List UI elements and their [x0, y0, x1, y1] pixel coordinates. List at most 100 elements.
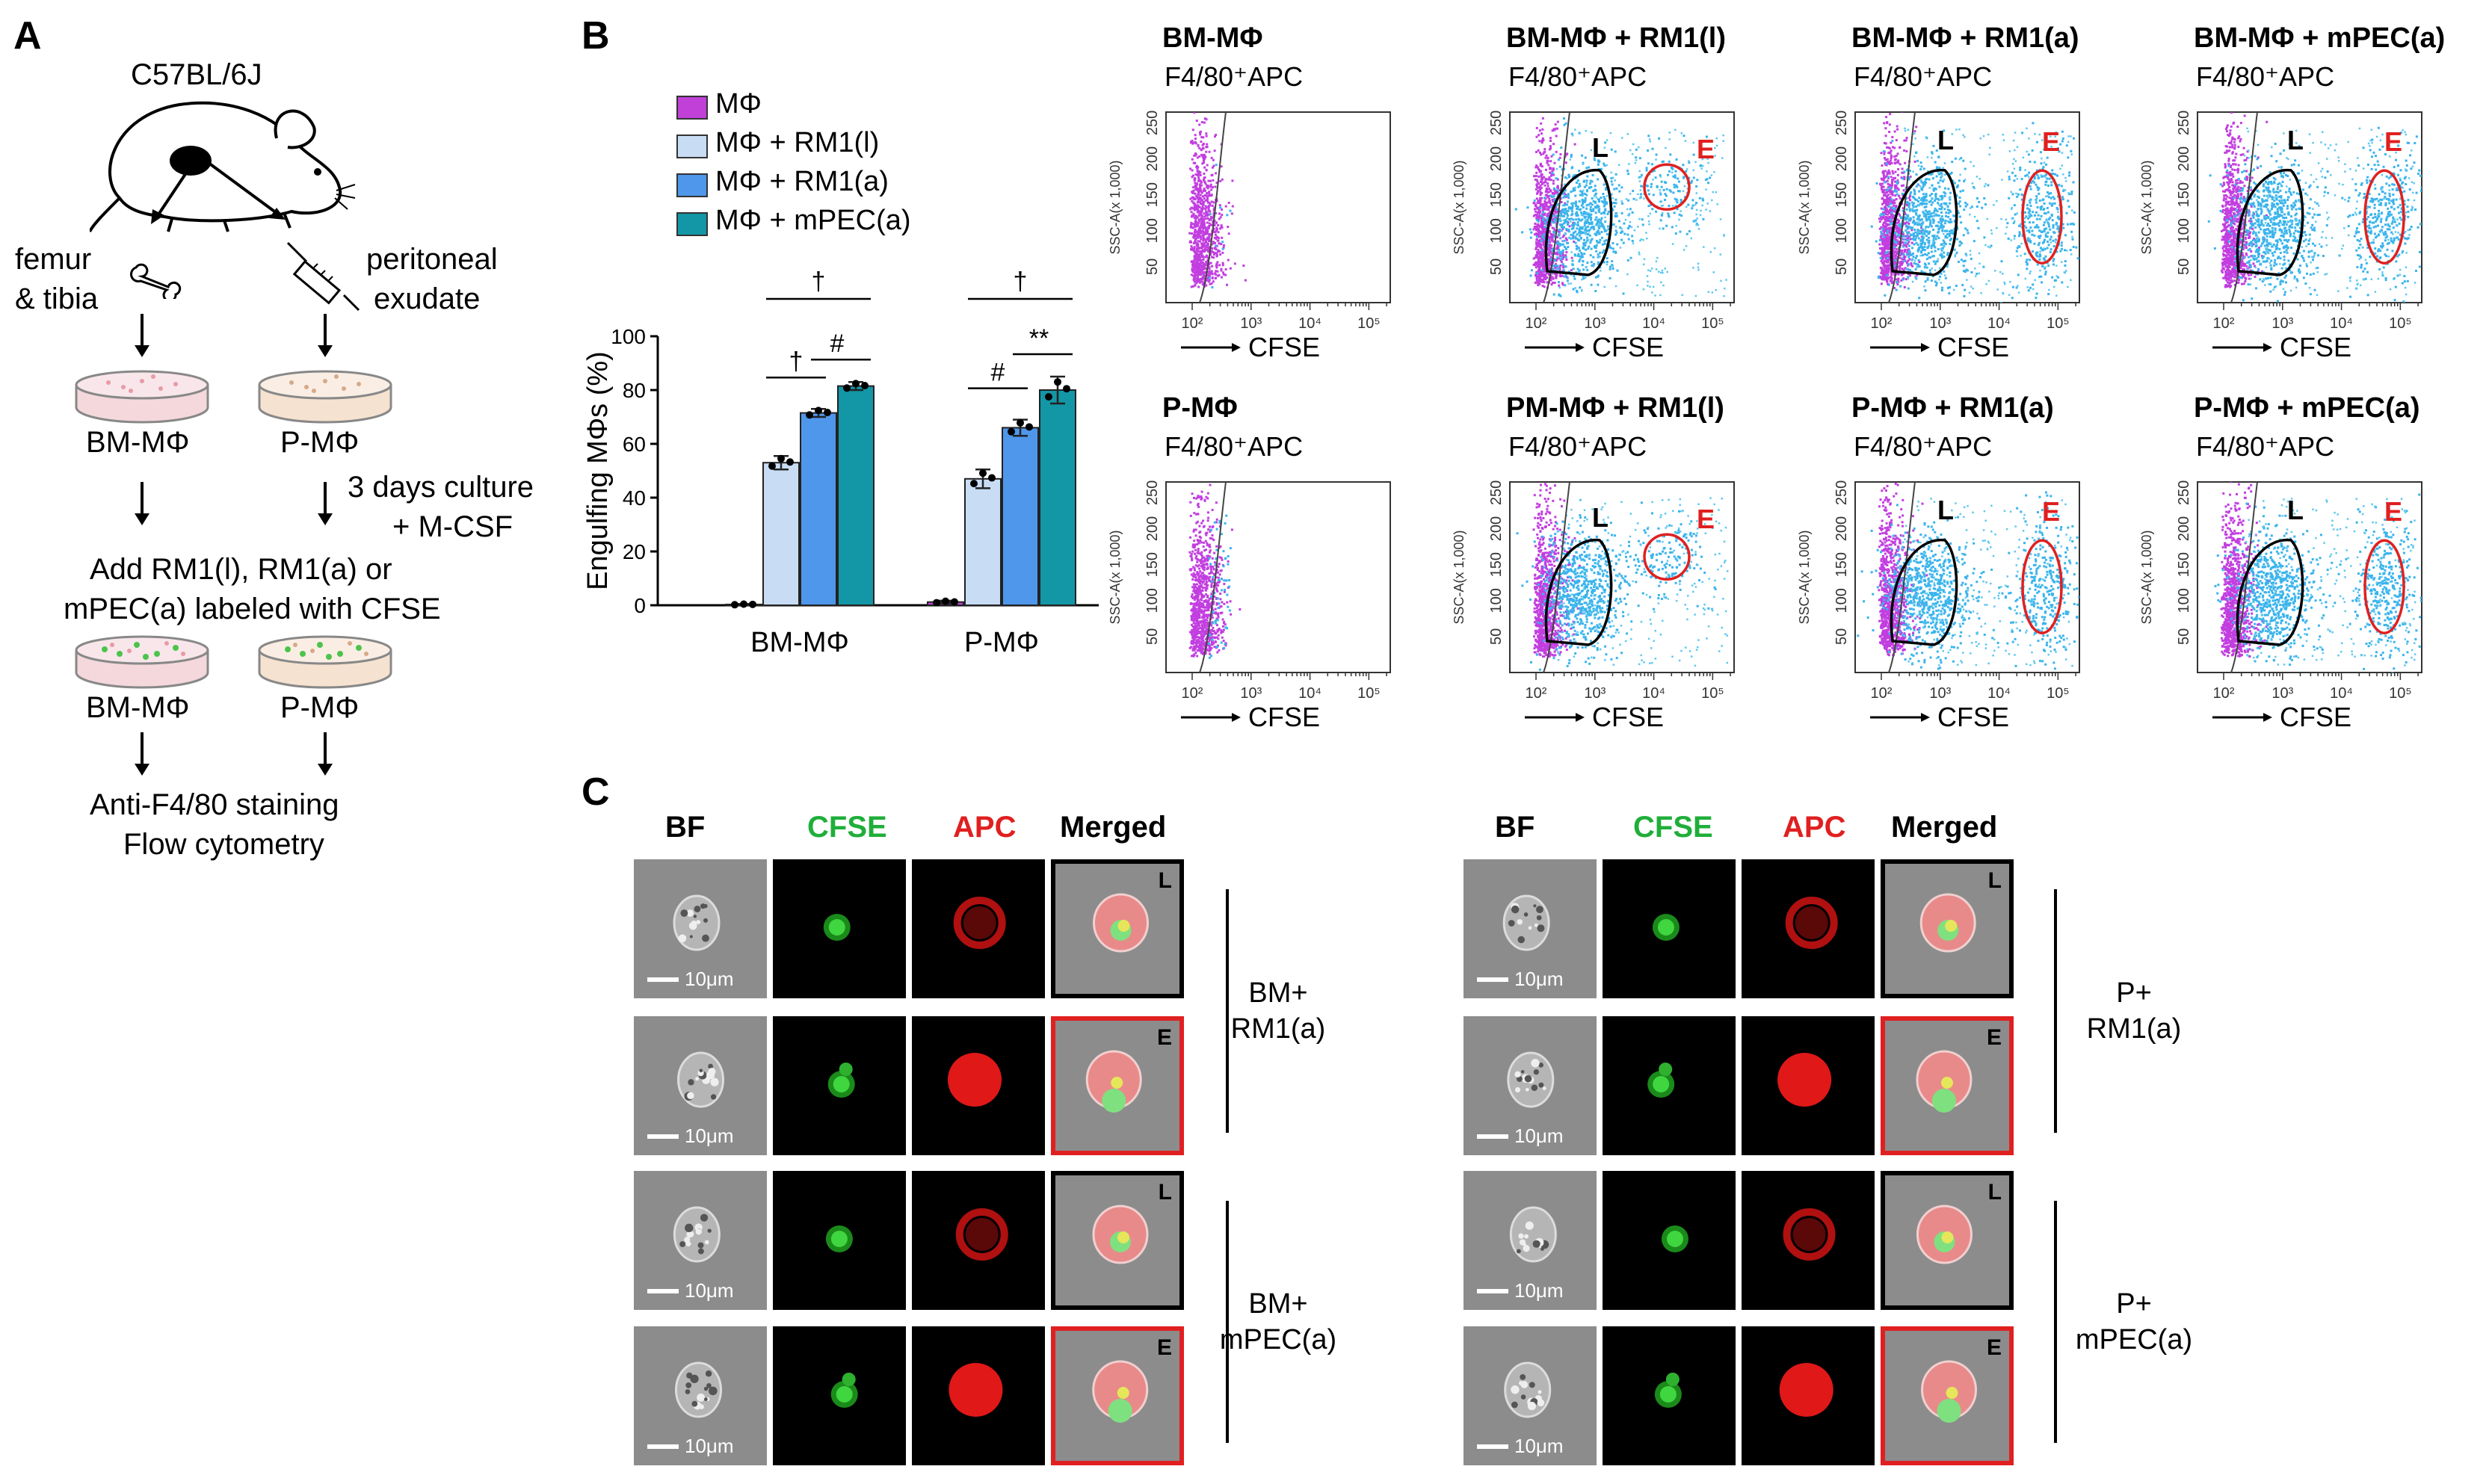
event-dot-L — [1583, 185, 1586, 188]
event-dot-negative — [1551, 90, 1553, 92]
event-dot-L — [1913, 193, 1916, 196]
event-dot-negative — [1192, 234, 1195, 237]
event-dot-L — [1915, 277, 1918, 280]
event-dot-L — [1958, 197, 1961, 200]
event-dot-negative — [1910, 263, 1913, 266]
event-dot-L — [1880, 230, 1883, 233]
event-dot-negative — [1888, 131, 1891, 134]
event-dot-L — [1937, 202, 1940, 205]
event-dot-negative — [1537, 242, 1540, 245]
event-dot-E — [2023, 224, 2026, 227]
event-dot-L — [1613, 201, 1616, 204]
event-dot-scatter — [1706, 170, 1708, 173]
event-dot-L — [1949, 221, 1952, 224]
event-dot-L — [1552, 293, 1555, 296]
event-dot-negative — [1209, 262, 1212, 265]
event-dot-L — [1594, 194, 1597, 197]
event-dot-L — [1939, 204, 1942, 207]
event-dot-negative — [1878, 217, 1881, 220]
event-dot-L — [1930, 225, 1933, 228]
event-dot-L — [1923, 243, 1926, 246]
event-dot-negative — [1555, 150, 1558, 153]
event-dot-L — [1920, 270, 1923, 273]
event-dot-negative — [1200, 217, 1203, 220]
event-dot-L — [1932, 189, 1935, 192]
event-dot-L — [1934, 238, 1937, 241]
event-dot-negative — [1553, 253, 1556, 256]
event-dot-E — [2044, 235, 2047, 238]
event-dot-negative — [1210, 223, 1213, 226]
event-dot-negative — [1543, 266, 1546, 269]
event-dot-negative — [1197, 173, 1200, 176]
event-dot-L — [1903, 238, 1906, 241]
event-dot-L — [1615, 187, 1618, 190]
dish-right-label-2: P-MΦ — [280, 691, 360, 724]
event-dot-E — [2035, 201, 2038, 204]
event-dot-L — [1572, 232, 1575, 235]
event-dot-L — [1604, 220, 1607, 223]
event-dot-negative — [1200, 235, 1203, 238]
event-dot-L — [1922, 232, 1925, 235]
event-dot-positive — [1229, 209, 1232, 212]
event-dot-L — [1578, 260, 1581, 263]
event-dot-scatter — [1671, 243, 1674, 245]
event-dot-negative — [1536, 253, 1539, 256]
event-dot-L — [1946, 205, 1949, 208]
replicate-dot — [749, 600, 756, 608]
event-dot-L — [1923, 205, 1926, 208]
event-dot-E — [1638, 157, 1641, 160]
event-dot-negative — [1555, 259, 1558, 262]
event-dot-negative — [1212, 256, 1215, 259]
event-dot-L — [1890, 218, 1893, 221]
event-dot-E — [1662, 227, 1665, 230]
event-dot-negative — [1197, 219, 1200, 222]
event-dot-scatter — [1586, 211, 1588, 214]
event-dot-negative — [1899, 265, 1902, 268]
event-dot-E — [2069, 223, 2072, 226]
event-dot-E — [2043, 241, 2046, 244]
event-dot-negative — [1210, 200, 1213, 203]
event-dot-negative — [1540, 140, 1543, 143]
event-dot-negative — [1195, 244, 1198, 247]
event-dot-E — [1677, 190, 1680, 193]
event-dot-L — [1932, 228, 1935, 231]
event-dot-scatter — [1668, 132, 1671, 134]
event-dot-negative — [1902, 189, 1905, 192]
event-dot-L — [1940, 272, 1943, 275]
event-dot-E — [2026, 259, 2029, 262]
event-dot-negative — [1190, 223, 1193, 226]
event-dot-L — [1948, 235, 1951, 238]
event-dot-negative — [1540, 101, 1542, 103]
event-dot-L — [1912, 219, 1915, 222]
event-dot-negative — [1887, 228, 1890, 231]
event-dot-negative — [1219, 179, 1222, 182]
event-dot-L — [1540, 249, 1543, 252]
event-dot-L — [1916, 208, 1919, 211]
event-dot-negative — [1552, 143, 1555, 146]
event-dot-L — [1598, 221, 1601, 224]
event-dot-negative — [1539, 197, 1542, 200]
event-dot-negative — [1193, 112, 1196, 114]
event-dot-scatter — [1574, 186, 1576, 189]
event-dot-negative — [1196, 196, 1199, 199]
sig-mark: ** — [1029, 324, 1049, 353]
dish-left-label: BM-MΦ — [86, 426, 190, 459]
event-dot-L — [1621, 202, 1624, 205]
event-dot-scatter — [1585, 219, 1587, 221]
event-dot-L — [1958, 215, 1961, 218]
event-dot-L — [1930, 212, 1933, 215]
event-dot-negative — [1199, 133, 1202, 136]
event-dot-L — [1577, 239, 1580, 242]
event-dot-negative — [1549, 203, 1552, 206]
event-dot-positive — [1215, 244, 1218, 247]
event-dot-L — [1603, 261, 1606, 264]
event-dot-L — [1558, 228, 1561, 231]
event-dot-negative — [1554, 211, 1557, 214]
event-dot-negative — [1913, 130, 1916, 133]
event-dot-E — [2027, 217, 2030, 220]
event-dot-L — [1945, 211, 1948, 214]
event-dot-negative — [1200, 238, 1203, 241]
event-dot-L — [1594, 218, 1597, 221]
event-dot-L — [1937, 221, 1940, 224]
event-dot-negative — [1223, 96, 1225, 98]
